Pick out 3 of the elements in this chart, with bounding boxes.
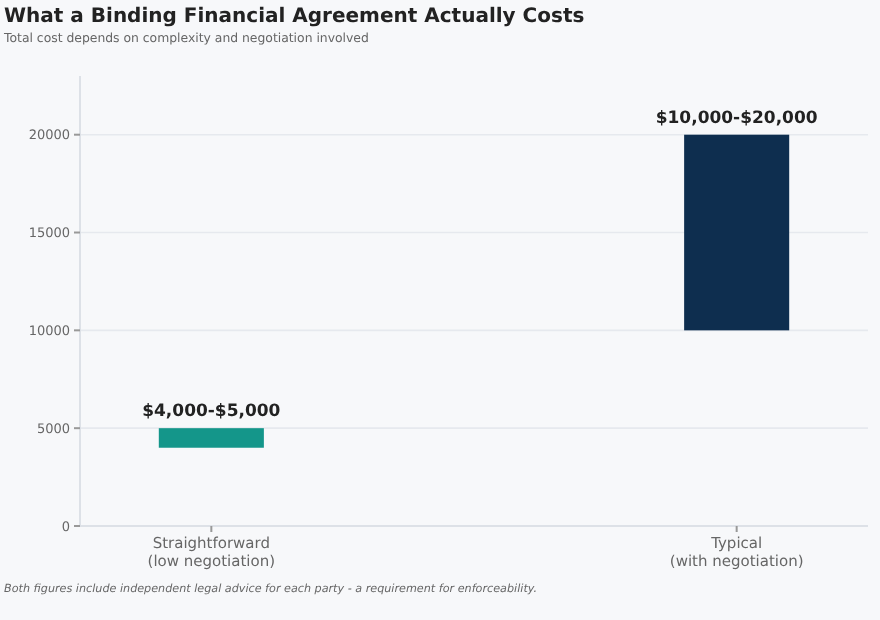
data-label: $10,000-$20,000: [655, 108, 818, 129]
chart-title: What a Binding Financial Agreement Actually Costs: [4, 6, 585, 28]
data-label: $4,000-$5,000: [142, 402, 281, 423]
